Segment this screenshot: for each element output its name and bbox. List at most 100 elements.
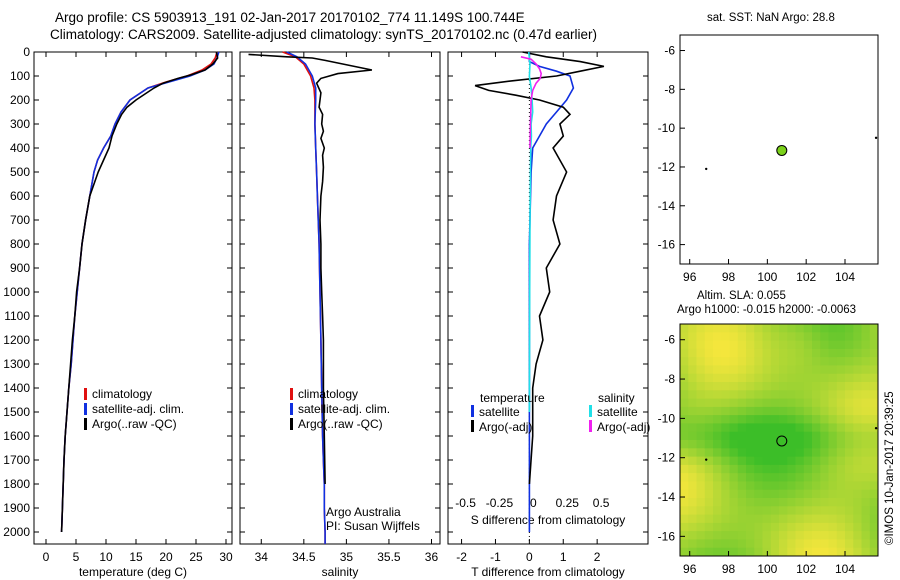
heatmap-cell	[680, 473, 689, 482]
y-tick-label: 800	[10, 237, 30, 251]
heatmap-cell	[688, 514, 698, 524]
heatmap-cell	[704, 440, 714, 449]
heatmap-cell	[737, 456, 747, 466]
heatmap-cell	[754, 514, 764, 524]
heatmap-cell	[812, 522, 821, 532]
heatmap-cell	[787, 348, 797, 358]
heatmap-cell	[803, 456, 813, 466]
heatmap-cell	[795, 431, 805, 441]
heatmap-cell	[762, 440, 772, 449]
heatmap-cell	[853, 365, 863, 375]
heatmap-cell	[680, 415, 689, 424]
heatmap-cell	[828, 514, 838, 524]
heatmap-cell	[861, 382, 871, 391]
top-tick-label: 0.25	[556, 496, 580, 510]
heatmap-cell	[820, 423, 830, 433]
heatmap-cell	[803, 506, 813, 516]
series-line	[248, 53, 373, 485]
heatmap-cell	[696, 456, 706, 466]
heatmap-cell	[762, 357, 772, 366]
x-tick-label: 25	[189, 550, 203, 564]
heatmap-cell	[845, 357, 854, 366]
top-tick-label: -0.5	[455, 496, 476, 510]
heatmap-cell	[704, 506, 714, 516]
y-tick-label: -8	[664, 82, 675, 96]
series-line	[520, 56, 543, 149]
heatmap-cell	[812, 440, 821, 449]
heatmap-cell	[820, 332, 830, 342]
heatmap-cell	[845, 489, 854, 499]
heatmap-cell	[737, 498, 747, 507]
heatmap-cell	[779, 365, 788, 375]
heatmap-cell	[713, 340, 722, 350]
y-tick-label: 1300	[3, 357, 30, 371]
heatmap-cell	[754, 348, 764, 358]
heatmap-cell	[680, 398, 689, 408]
heatmap-cell	[770, 357, 780, 366]
heatmap-cell	[729, 464, 739, 474]
heatmap-cell	[803, 498, 813, 507]
heatmap-cell	[820, 522, 830, 532]
heatmap-cell	[762, 489, 772, 499]
x-tick-label: 5	[73, 550, 80, 564]
heatmap-cell	[737, 473, 747, 482]
x-tick-label: 96	[683, 270, 697, 284]
heatmap-cell	[680, 348, 689, 358]
heatmap-cell	[853, 390, 863, 400]
heatmap-cell	[869, 481, 878, 491]
heatmap-cell	[746, 498, 755, 507]
heatmap-cell	[762, 423, 772, 433]
heatmap-cell	[721, 464, 731, 474]
heatmap-cell	[779, 522, 788, 532]
heatmap-cell	[853, 324, 863, 333]
heatmap-cell	[869, 440, 878, 449]
heatmap-cell	[737, 332, 747, 342]
heatmap-cell	[746, 398, 755, 408]
heatmap-cell	[836, 357, 846, 366]
heatmap-cell	[869, 406, 878, 416]
y-tick-label: -10	[658, 121, 676, 135]
heatmap-cell	[861, 448, 871, 458]
heatmap-cell	[729, 357, 739, 366]
heatmap-cell	[713, 473, 722, 482]
heatmap-cell	[696, 357, 706, 366]
heatmap-cell	[828, 481, 838, 491]
y-tick-label: 600	[10, 189, 30, 203]
x-tick-label: -1	[490, 550, 501, 564]
heatmap-cell	[828, 348, 838, 358]
heatmap-cell	[803, 365, 813, 375]
heatmap-cell	[737, 406, 747, 416]
heatmap-cell	[704, 498, 714, 507]
heatmap-cell	[729, 489, 739, 499]
plot-frame	[239, 51, 441, 545]
heatmap-cell	[729, 514, 739, 524]
heatmap-cell	[721, 498, 731, 507]
heatmap-cell	[795, 481, 805, 491]
heatmap-cell	[779, 373, 788, 383]
heatmap-cell	[787, 365, 797, 375]
heatmap-cell	[828, 547, 838, 556]
heatmap-cell	[861, 489, 871, 499]
y-tick-label: 500	[10, 165, 30, 179]
heatmap-cell	[803, 448, 813, 458]
x-tick-label: 102	[796, 270, 816, 284]
heatmap-cell	[861, 539, 871, 549]
heatmap-cell	[836, 348, 846, 358]
heatmap-cell	[713, 498, 722, 507]
heatmap-cell	[696, 382, 706, 391]
heatmap-cell	[704, 456, 714, 466]
heatmap-cell	[729, 473, 739, 482]
legend-swatch	[471, 420, 474, 432]
legend-label: Argo(..raw -QC)	[298, 417, 383, 431]
heatmap-cell	[713, 506, 722, 516]
heatmap-cell	[696, 332, 706, 342]
top-tick-label: -0.25	[486, 496, 514, 510]
heatmap-cell	[853, 440, 863, 449]
heatmap-cell	[820, 506, 830, 516]
heatmap-cell	[803, 539, 813, 549]
heatmap-cell	[812, 324, 821, 333]
heatmap-cell	[836, 390, 846, 400]
heatmap-cell	[795, 348, 805, 358]
heatmap-cell	[762, 431, 772, 441]
heatmap-cell	[787, 448, 797, 458]
